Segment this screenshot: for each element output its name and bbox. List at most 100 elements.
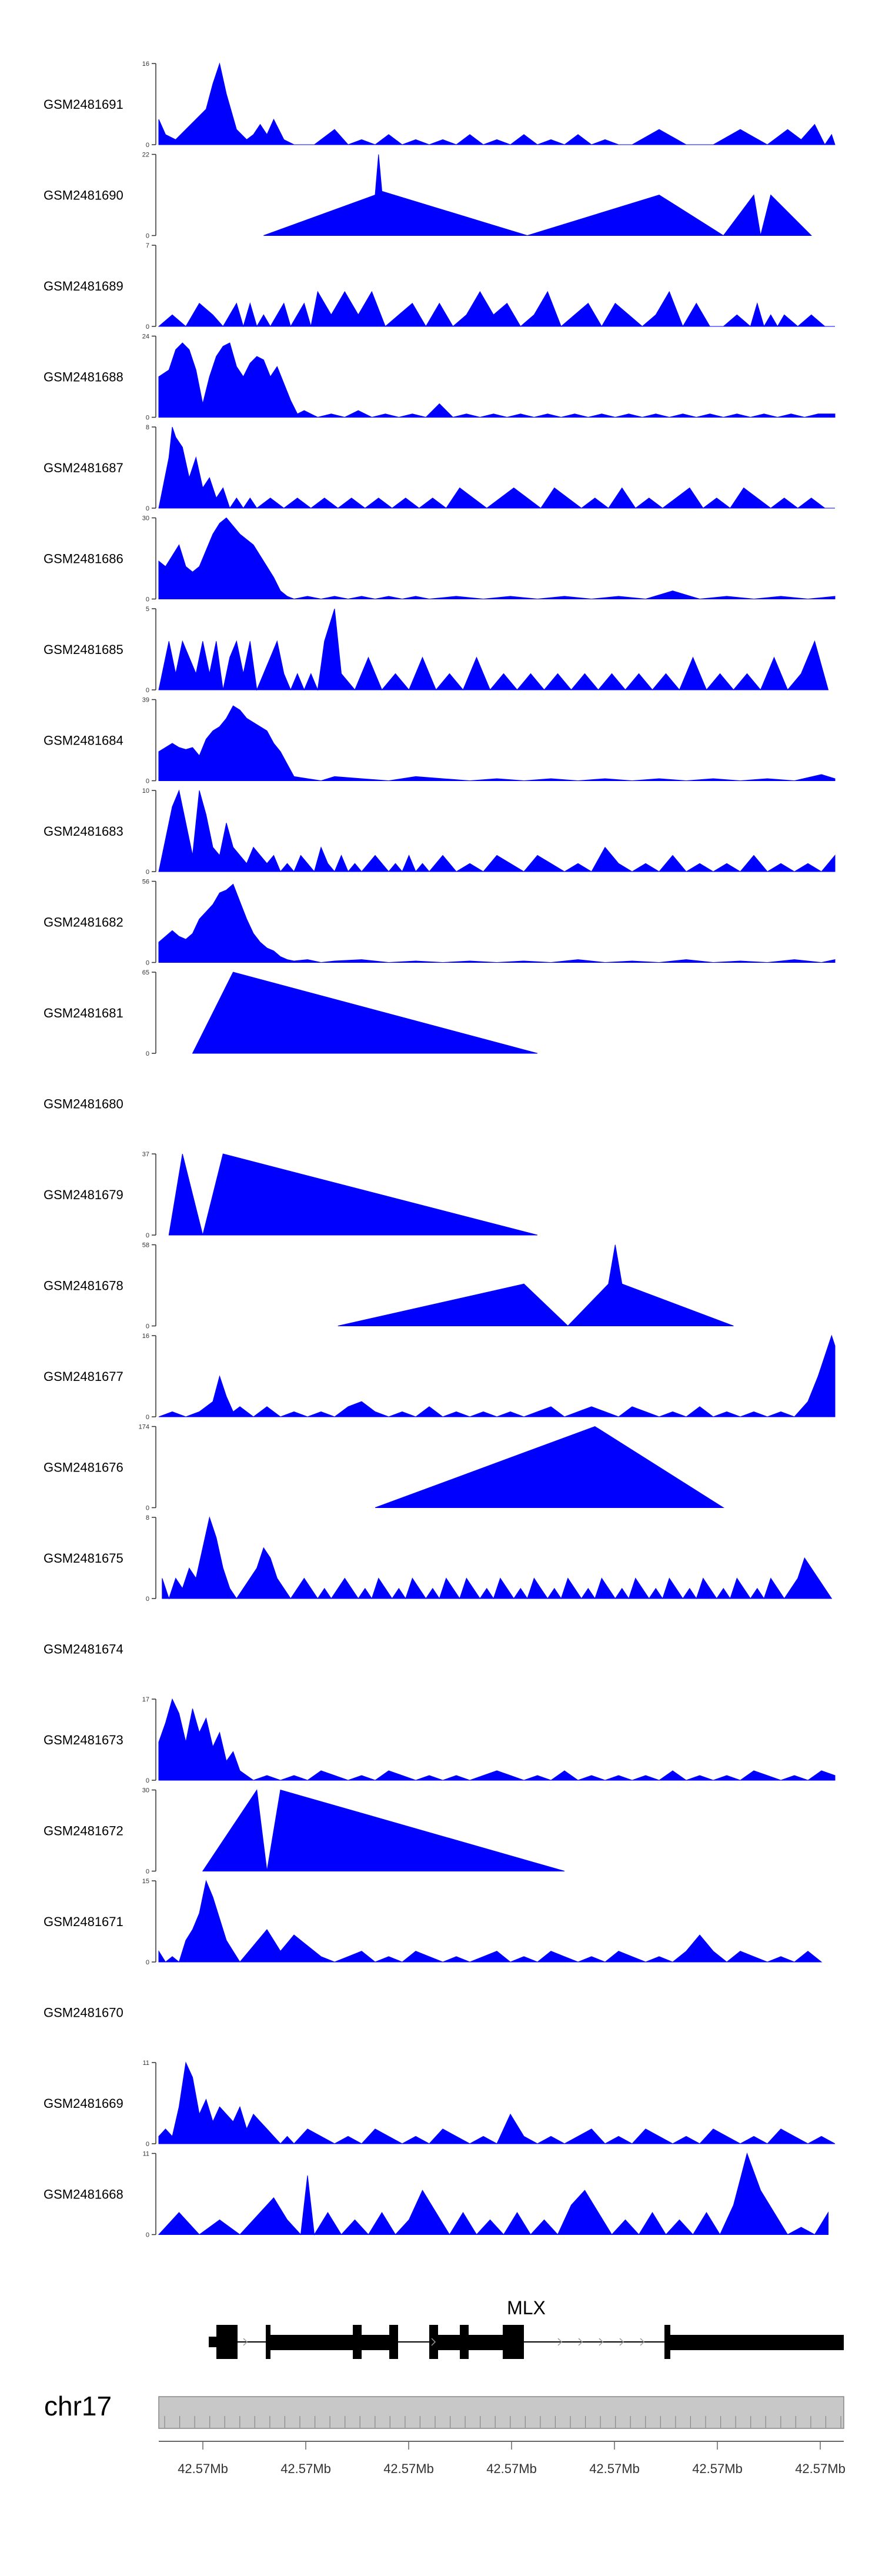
gene-exon-5 (389, 2325, 398, 2359)
coverage-area (202, 1789, 565, 1871)
intron-arrow (557, 2338, 563, 2346)
intron-arrow (431, 2338, 436, 2346)
track-y-max-label: 24 (142, 333, 149, 341)
track-y-zero-label: 0 (146, 415, 149, 422)
track-y-zero-label: 0 (146, 1505, 149, 1512)
coverage-area (375, 1426, 725, 1508)
gene-exon-10 (664, 2325, 670, 2359)
intron-arrow (640, 2338, 645, 2346)
track-GSM2481683: GSM2481683 10 0 (44, 788, 836, 876)
track-label: GSM2481670 (44, 2006, 123, 2020)
track-y-zero-label: 0 (146, 1323, 149, 1330)
track-GSM2481668: GSM2481668 11 0 (44, 2151, 828, 2239)
track-y-zero-label: 0 (146, 869, 149, 876)
track-GSM2481685: GSM2481685 5 0 (44, 606, 829, 694)
track-label: GSM2481671 (44, 1914, 123, 1929)
gene-label: MLX (507, 2297, 546, 2318)
gene-exon-4 (353, 2325, 362, 2359)
coverage-area (158, 1334, 836, 1417)
track-y-zero-label: 0 (146, 1414, 149, 1421)
track-label: GSM2481688 (44, 370, 123, 385)
track-label: GSM2481676 (44, 1460, 123, 1475)
gene-exon-8 (460, 2325, 469, 2359)
intron-arrow (243, 2338, 248, 2346)
track-y-max-label: 8 (146, 424, 149, 431)
track-label: GSM2481690 (44, 188, 123, 203)
track-label: GSM2481673 (44, 1733, 123, 1747)
coverage-area (158, 342, 836, 418)
track-GSM2481691: GSM2481691 16 0 (44, 61, 836, 149)
coverage-area (158, 517, 836, 600)
track-y-max-label: 11 (143, 2151, 149, 2158)
track-y-zero-label: 0 (146, 323, 149, 331)
track-y-zero-label: 0 (146, 1596, 149, 1603)
chromosome-ideogram-band (158, 2396, 844, 2429)
coverage-area (168, 1153, 538, 1236)
gene-exon-1 (216, 2325, 238, 2359)
track-label: GSM2481683 (44, 824, 123, 839)
gene-exon-2 (266, 2325, 270, 2359)
track-label: GSM2481677 (44, 1369, 123, 1384)
track-GSM2481689: GSM2481689 7 0 (44, 242, 835, 331)
track-GSM2481670: GSM2481670 (44, 2006, 123, 2020)
track-GSM2481678: GSM2481678 58 0 (44, 1242, 734, 1330)
gene-model: MLX (209, 2297, 844, 2359)
track-label: GSM2481678 (44, 1279, 123, 1293)
track-y-max-label: 22 (142, 152, 149, 159)
gene-exon-6 (429, 2325, 438, 2359)
track-label: GSM2481674 (44, 1642, 123, 1657)
coverage-area (158, 608, 829, 691)
track-y-zero-label: 0 (146, 505, 149, 512)
coverage-area (158, 789, 836, 873)
chromosome-label: chr17 (44, 2391, 112, 2421)
track-GSM2481679: GSM2481679 37 0 (44, 1151, 538, 1239)
track-label: GSM2481685 (44, 642, 123, 657)
track-y-zero-label: 0 (146, 2232, 149, 2239)
track-y-max-label: 5 (146, 606, 149, 613)
axis-tick-label: 42.57Mb (795, 2461, 846, 2476)
track-label: GSM2481681 (44, 1006, 123, 1020)
track-y-zero-label: 0 (146, 1959, 149, 1966)
track-y-max-label: 174 (139, 1424, 149, 1431)
track-y-max-label: 11 (143, 2060, 149, 2067)
track-y-max-label: 8 (146, 1514, 149, 1521)
track-y-max-label: 65 (142, 969, 149, 976)
intron-direction-arrows (243, 2338, 645, 2346)
track-y-max-label: 56 (142, 879, 149, 886)
track-y-max-label: 39 (142, 697, 149, 704)
track-y-zero-label: 0 (146, 1777, 149, 1784)
track-GSM2481676: GSM2481676 174 0 (44, 1424, 725, 1512)
track-y-zero-label: 0 (146, 596, 149, 603)
coverage-area (158, 883, 836, 963)
track-label: GSM2481689 (44, 279, 123, 293)
coverage-area (338, 1244, 734, 1327)
track-GSM2481677: GSM2481677 16 0 (44, 1333, 836, 1421)
track-GSM2481672: GSM2481672 30 0 (44, 1787, 565, 1876)
coverage-area (158, 2061, 836, 2144)
track-y-max-label: 16 (142, 61, 149, 68)
track-y-max-label: 17 (142, 1696, 149, 1703)
track-label: GSM2481680 (44, 1097, 123, 1112)
track-label: GSM2481675 (44, 1551, 123, 1566)
track-y-zero-label: 0 (146, 1232, 149, 1239)
track-y-max-label: 58 (142, 1242, 149, 1249)
track-GSM2481686: GSM2481686 30 0 (44, 515, 836, 603)
gene-exon-11 (670, 2335, 844, 2350)
track-y-zero-label: 0 (146, 960, 149, 967)
track-y-zero-label: 0 (146, 142, 149, 149)
track-GSM2481690: GSM2481690 22 0 (44, 152, 813, 240)
track-GSM2481681: GSM2481681 65 0 (44, 969, 538, 1057)
coverage-area (158, 1880, 823, 1963)
track-GSM2481688: GSM2481688 24 0 (44, 333, 836, 422)
track-label: GSM2481679 (44, 1187, 123, 1202)
axis-tick-label: 42.57Mb (383, 2461, 434, 2476)
track-y-zero-label: 0 (146, 778, 149, 785)
track-y-max-label: 15 (142, 1878, 149, 1885)
intron-arrow (578, 2338, 583, 2346)
axis-tick-label: 42.57Mb (178, 2461, 228, 2476)
chromosome-axis: chr17 42.57Mb 42.57Mb 42.57Mb 42.57Mb 42.57M… (44, 2391, 846, 2476)
track-label: GSM2481684 (44, 733, 123, 748)
track-GSM2481680: GSM2481680 (44, 1097, 123, 1112)
track-y-max-label: 30 (142, 515, 149, 522)
